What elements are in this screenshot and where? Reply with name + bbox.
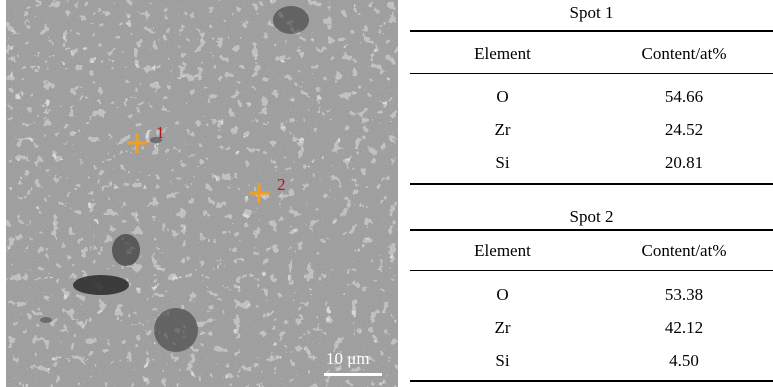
sem-micrograph: 1 2 10 μm — [6, 0, 398, 387]
column-header-element: Element — [474, 241, 531, 260]
spot-marker-2 — [249, 183, 269, 203]
spot-label-1: 1 — [156, 123, 165, 142]
table-cell-content: 4.50 — [669, 351, 699, 370]
spot-marker-1 — [127, 133, 147, 153]
spot-label-2: 2 — [277, 175, 286, 194]
scale-bar-label: 10 μm — [326, 349, 370, 368]
spot-2-table: Spot 2 Element Content/at% O 53.38 Zr 42… — [410, 198, 773, 387]
table-cell-content: 24.52 — [664, 120, 704, 139]
spot-1-table: Spot 1 Element Content/at% O 54.66 Zr 24… — [410, 0, 773, 190]
table-cell-element: Zr — [494, 120, 511, 139]
table-bottom-rule — [410, 183, 773, 185]
table-cell-element: O — [496, 87, 509, 106]
spot-1-title: Spot 1 — [569, 3, 614, 22]
dark-pores — [40, 6, 309, 352]
column-header-element: Element — [474, 44, 531, 63]
table-cell-element: Zr — [494, 318, 511, 337]
table-cell-content: 53.38 — [664, 285, 704, 304]
spot-2-title: Spot 2 — [569, 207, 614, 226]
table-bottom-rule — [410, 380, 773, 382]
table-cell-content: 54.66 — [664, 87, 704, 106]
table-cell-element: Si — [495, 351, 510, 370]
micrograph-texture — [6, 0, 398, 387]
scale-bar — [324, 373, 382, 376]
table-cell-content: 42.12 — [664, 318, 704, 337]
table-cell-element: Si — [495, 153, 510, 172]
column-header-content: Content/at% — [641, 44, 727, 63]
table-cell-content: 20.81 — [664, 153, 704, 172]
table-header-rule — [410, 73, 773, 74]
table-cell-element: O — [496, 285, 509, 304]
table-header-rule — [410, 270, 773, 271]
column-header-content: Content/at% — [641, 241, 727, 260]
table-top-rule — [410, 229, 773, 231]
table-top-rule — [410, 30, 773, 32]
